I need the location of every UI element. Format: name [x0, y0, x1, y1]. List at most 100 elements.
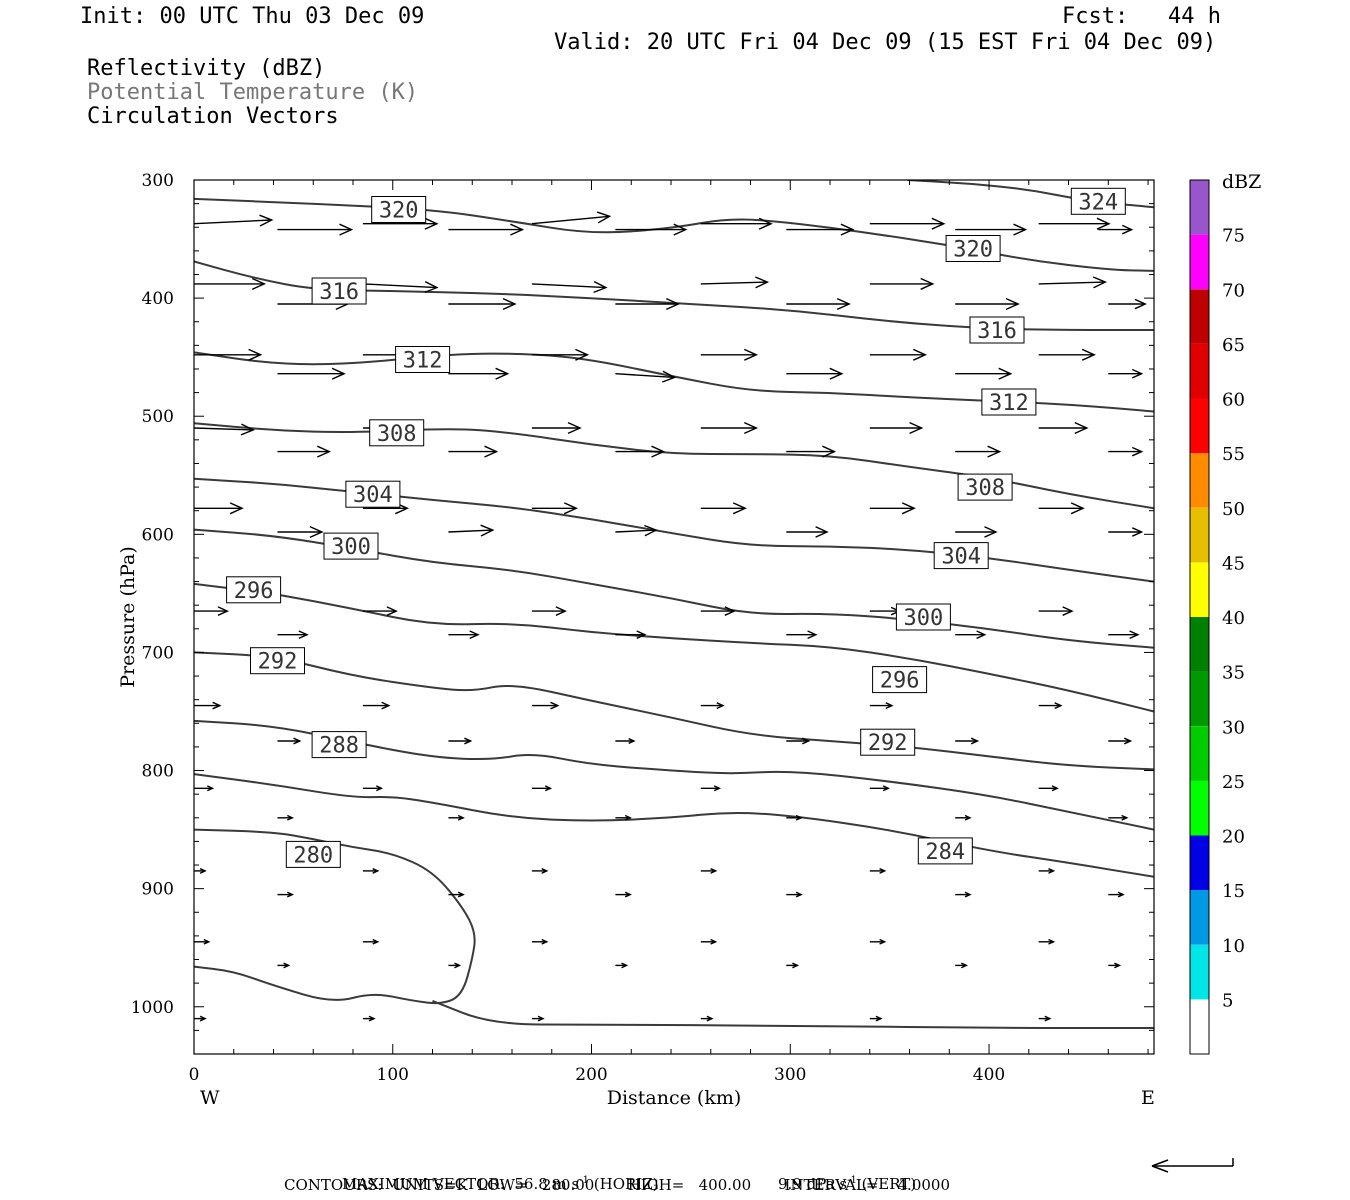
- colorbar-level-label: 35: [1222, 663, 1245, 684]
- circulation-vectors: [194, 211, 1148, 1022]
- contour-label-box: [945, 235, 1001, 262]
- colorbar-level-label: 55: [1222, 444, 1245, 465]
- contour-label: 308: [377, 422, 417, 447]
- x-tick-label: 200: [575, 1065, 607, 1085]
- contour-label: 308: [965, 476, 1005, 501]
- circulation-vector: [869, 606, 902, 616]
- circulation-vector: [869, 938, 887, 945]
- y-tick-label: 700: [142, 643, 174, 663]
- contour-label-box: [345, 480, 401, 508]
- circulation-vector: [955, 297, 1020, 311]
- circulation-vector: [1038, 1015, 1052, 1022]
- circulation-vector: [1038, 217, 1111, 230]
- circulation-vector: [277, 630, 309, 640]
- contour-label-box: [285, 840, 341, 868]
- contour-label: 288: [319, 734, 359, 759]
- contour-line-308: [194, 422, 1154, 510]
- circulation-vector: [615, 962, 629, 969]
- colorbar-segment: [1190, 343, 1209, 399]
- circulation-vector: [786, 737, 811, 745]
- circulation-vector: [362, 606, 398, 616]
- circulation-vector: [194, 785, 215, 792]
- vert-tag: (VERT): [861, 1175, 917, 1193]
- circulation-vector: [955, 814, 972, 821]
- y-tick-label: 500: [142, 407, 174, 427]
- x-left-end-label: W: [200, 1087, 220, 1109]
- circulation-vector: [277, 814, 295, 821]
- colorbar-level-label: 45: [1222, 553, 1245, 574]
- circulation-vector: [448, 962, 462, 969]
- contour-label-box: [323, 532, 379, 560]
- circulation-vector: [194, 502, 244, 515]
- contour-label-box: [369, 419, 425, 447]
- circulation-vector: [615, 814, 632, 821]
- circulation-vector: [700, 938, 718, 945]
- max-vector-horiz: 56.8 m s: [514, 1175, 580, 1193]
- circulation-vector: [615, 297, 681, 311]
- colorbar-segment: [1190, 234, 1209, 290]
- circulation-vector: [362, 1015, 376, 1022]
- circulation-vector: [615, 630, 647, 640]
- circulation-vector: [786, 297, 851, 311]
- vert-exponent: -1: [847, 1175, 857, 1186]
- y-tick-label: 400: [142, 289, 174, 309]
- circulation-vector: [1108, 737, 1133, 745]
- circulation-vector: [700, 702, 725, 710]
- colorbar-level-label: 15: [1222, 881, 1245, 902]
- forecast-hour: Fcst: 44 h: [1062, 4, 1221, 29]
- y-tick-label: 900: [142, 880, 174, 900]
- contour-label-box: [395, 346, 451, 373]
- colorbar-level-label: 65: [1222, 335, 1245, 356]
- circulation-vector: [700, 868, 718, 874]
- circulation-vector: [786, 526, 829, 538]
- y-tick-label: 600: [142, 525, 174, 545]
- circulation-vector: [531, 1015, 545, 1022]
- contour-label: 304: [941, 545, 981, 570]
- contour-label: 296: [880, 669, 920, 694]
- circulation-vector: [869, 1015, 883, 1022]
- contour-label-box: [981, 388, 1037, 416]
- circulation-vector: [362, 280, 439, 294]
- circulation-vector: [194, 701, 222, 710]
- circulation-vector: [531, 938, 549, 945]
- circulation-vector: [1038, 348, 1096, 361]
- contour-label: 292: [258, 650, 298, 675]
- x-axis-title: Distance (km): [607, 1087, 742, 1109]
- y-axis-title: Pressure (hPa): [117, 546, 139, 688]
- x-tick-label: 100: [377, 1065, 409, 1085]
- contour-label: 316: [319, 280, 359, 305]
- contour-label-box: [860, 728, 916, 756]
- circulation-vector: [1108, 962, 1122, 969]
- circulation-vector: [194, 214, 274, 227]
- circulation-vector: [869, 702, 894, 710]
- circulation-vector: [362, 868, 380, 874]
- horiz-exponent: -1: [579, 1175, 589, 1186]
- circulation-vector: [955, 891, 972, 898]
- circulation-vector: [194, 423, 255, 436]
- circulation-vector: [786, 814, 803, 821]
- circulation-vector: [448, 524, 495, 537]
- circulation-vector: [448, 737, 473, 745]
- valid-time: Valid: 20 UTC Fri 04 Dec 09 (15 EST Fri …: [554, 30, 1217, 55]
- x-right-end-label: E: [1141, 1087, 1155, 1109]
- circulation-vector: [448, 445, 499, 458]
- circulation-vector: [362, 701, 391, 710]
- circulation-vector: [277, 445, 332, 458]
- circulation-vector: [869, 502, 916, 515]
- circulation-vector: [786, 223, 855, 236]
- contour-label: 300: [904, 606, 944, 631]
- circulation-vector: [1108, 446, 1144, 457]
- circulation-vector: [362, 785, 384, 792]
- colorbar-segment: [1190, 507, 1209, 563]
- circulation-vector: [700, 606, 736, 616]
- circulation-vector: [277, 223, 354, 236]
- circulation-vector: [531, 785, 553, 792]
- circulation-vector: [1038, 421, 1089, 435]
- circulation-vector: [869, 868, 887, 874]
- circulation-vector: [955, 223, 1028, 236]
- circulation-vector: [448, 891, 465, 898]
- colorbar-unit: dBZ: [1222, 171, 1261, 193]
- circulation-vector: [1038, 502, 1085, 515]
- colorbar-level-label: 10: [1222, 936, 1245, 957]
